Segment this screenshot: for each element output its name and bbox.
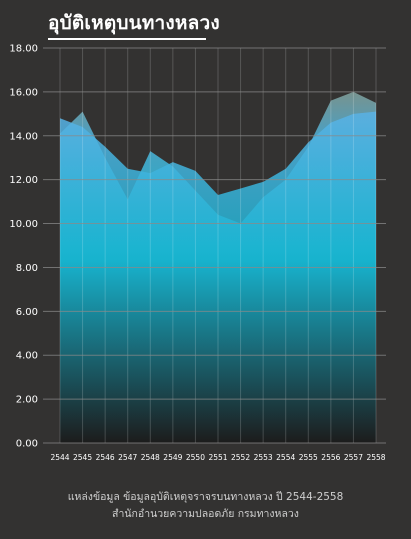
y-tick-label: 16.00: [9, 87, 38, 98]
series-1-area: [60, 111, 376, 443]
x-tick-label: 2548: [141, 453, 160, 462]
chart-title: อุบัติเหตุบนทางหลวง: [48, 12, 220, 34]
area-chart: 0.00 2.00 4.00 6.00 8.00 10.00 12.00 14.00 16.00…: [9, 44, 386, 462]
y-tick-label: 4.00: [16, 351, 38, 362]
x-tick-label: 2551: [208, 453, 227, 462]
x-tick-label: 2552: [231, 453, 250, 462]
x-tick-label: 2547: [118, 453, 137, 462]
x-tick-label: 2557: [344, 453, 363, 462]
x-tick-label: 2555: [299, 453, 318, 462]
y-tick-label: 18.00: [9, 44, 38, 55]
x-tick-label: 2554: [276, 453, 295, 462]
title-underline: [48, 38, 206, 40]
x-tick-label: 2545: [73, 453, 92, 462]
source-line-1: แหล่งข้อมูล ข้อมูลอุบัติเหตุจราจรบนทางหล…: [67, 491, 344, 503]
y-tick-label: 2.00: [16, 395, 38, 406]
y-tick-label: 10.00: [9, 219, 38, 230]
x-tick-label: 2549: [163, 453, 182, 462]
x-tick-label: 2558: [366, 453, 385, 462]
y-tick-label: 14.00: [9, 131, 38, 142]
x-tick-label: 2556: [321, 453, 340, 462]
x-tick-label: 2544: [50, 453, 69, 462]
y-tick-label: 12.00: [9, 175, 38, 186]
x-tick-label: 2546: [96, 453, 115, 462]
source-line-2: สำนักอำนวยความปลอดภัย กรมทางหลวง: [112, 508, 299, 520]
y-tick-label: 8.00: [16, 263, 38, 274]
y-tick-label: 0.00: [16, 439, 38, 450]
x-tick-label: 2553: [254, 453, 273, 462]
x-tick-label: 2550: [186, 453, 205, 462]
y-tick-label: 6.00: [16, 307, 38, 318]
